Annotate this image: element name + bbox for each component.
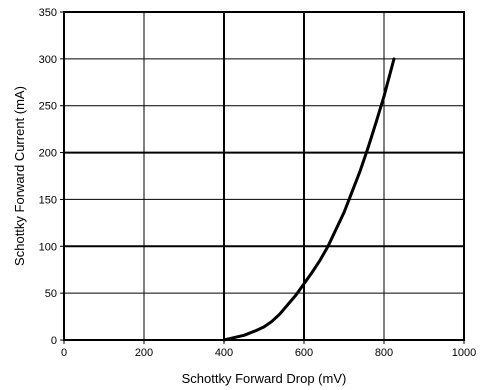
x-tick-label: 400 [215, 347, 233, 359]
y-axis-label: Schottky Forward Current (mA) [12, 86, 27, 266]
x-tick-label: 200 [135, 347, 153, 359]
y-tick-label: 0 [51, 335, 57, 347]
y-tick-label: 350 [39, 7, 57, 19]
y-tick-label: 300 [39, 54, 57, 66]
grid [60, 11, 465, 344]
plot-frame [63, 11, 465, 341]
y-tick-label: 50 [45, 288, 57, 300]
x-tick-label: 1000 [452, 347, 476, 359]
x-tick-label: 800 [375, 347, 393, 359]
x-axis-label: Schottky Forward Drop (mV) [182, 371, 347, 386]
x-tick-label: 600 [295, 347, 313, 359]
y-tick-label: 150 [39, 194, 57, 206]
x-tick-label: 0 [61, 347, 67, 359]
x-tick-labels: 0 200 400 600 800 1000 [61, 347, 476, 359]
y-tick-label: 100 [39, 241, 57, 253]
y-tick-labels: 0 50 100 150 200 250 300 350 [39, 7, 57, 347]
y-tick-label: 250 [39, 101, 57, 113]
series-line [222, 57, 396, 342]
y-tick-label: 200 [39, 148, 57, 160]
